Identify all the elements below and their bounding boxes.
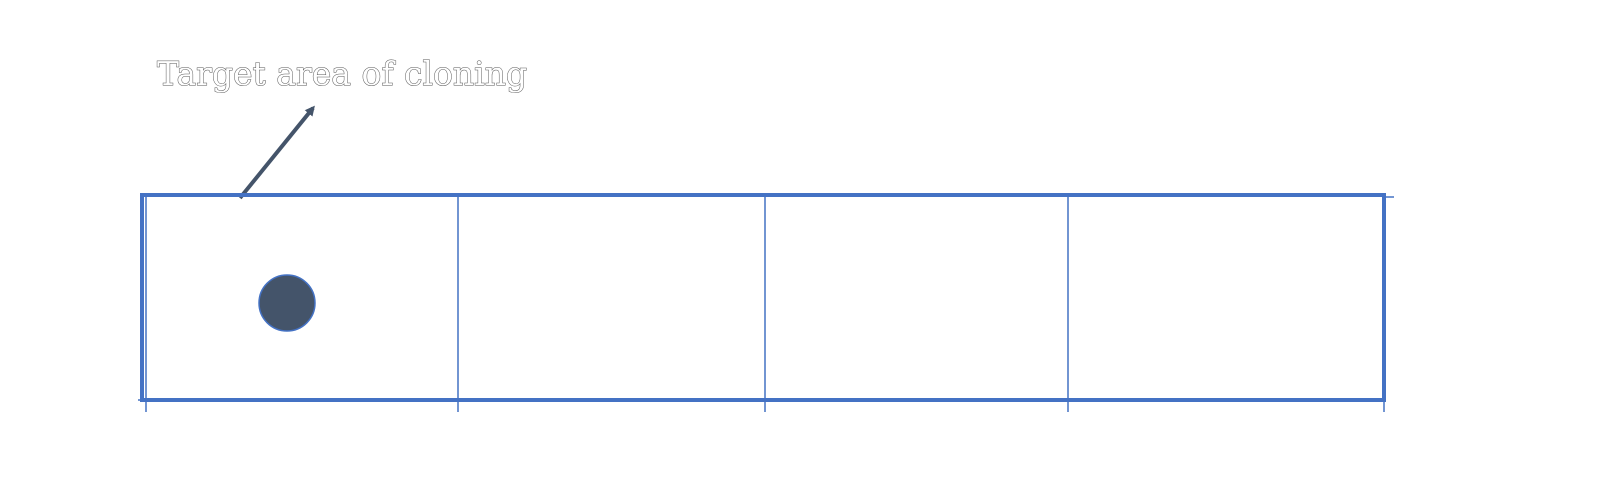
strip-frame [140, 193, 1386, 402]
annotation-label: Target area of cloning [157, 54, 527, 93]
strip-cell-4 [1068, 197, 1384, 398]
filled-circle-icon [258, 274, 316, 332]
pointer-arrow-icon [238, 105, 315, 200]
strip-cell-2 [458, 197, 765, 398]
strip-cell-3 [765, 197, 1068, 398]
